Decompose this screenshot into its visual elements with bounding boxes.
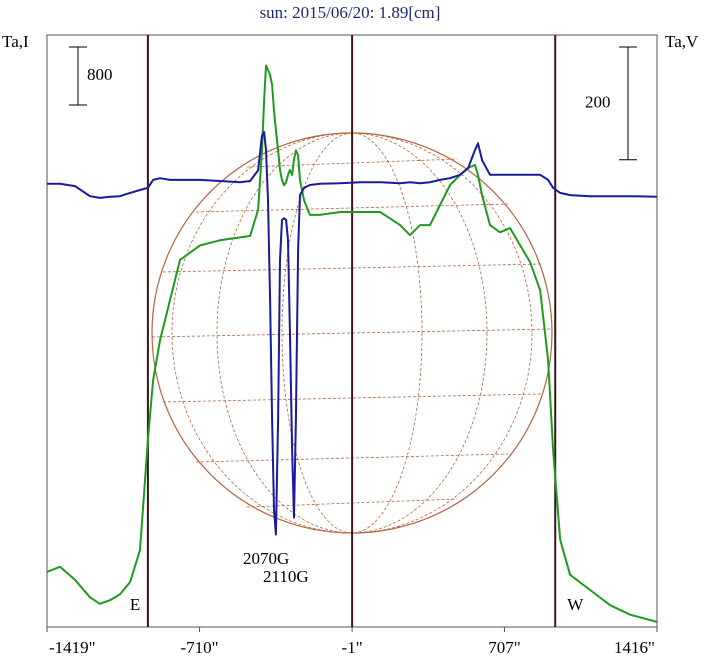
annotation: 2110G bbox=[263, 567, 309, 586]
chart-title: sun: 2015/06/20: 1.89[cm] bbox=[260, 3, 441, 22]
series-line bbox=[47, 131, 658, 536]
series-line bbox=[46, 64, 658, 623]
y2-axis-label: Ta,V bbox=[665, 32, 699, 51]
x-tick-label: -710" bbox=[180, 638, 218, 657]
scale-label: 200 bbox=[585, 92, 611, 111]
annotation: 2070G bbox=[243, 549, 289, 568]
x-tick-label: -1" bbox=[342, 638, 363, 657]
limb-label: W bbox=[567, 595, 584, 614]
scale-label: 800 bbox=[87, 65, 113, 84]
x-tick-label: -1419" bbox=[49, 638, 96, 657]
limb-label: E bbox=[130, 595, 140, 614]
disk-parallel bbox=[162, 263, 542, 273]
x-tick-label: 1416" bbox=[614, 638, 655, 657]
y-axis-label: Ta,I bbox=[2, 32, 29, 51]
disk-parallel bbox=[162, 393, 542, 403]
x-tick-label: 707" bbox=[488, 638, 520, 657]
disk-meridian bbox=[281, 132, 423, 534]
